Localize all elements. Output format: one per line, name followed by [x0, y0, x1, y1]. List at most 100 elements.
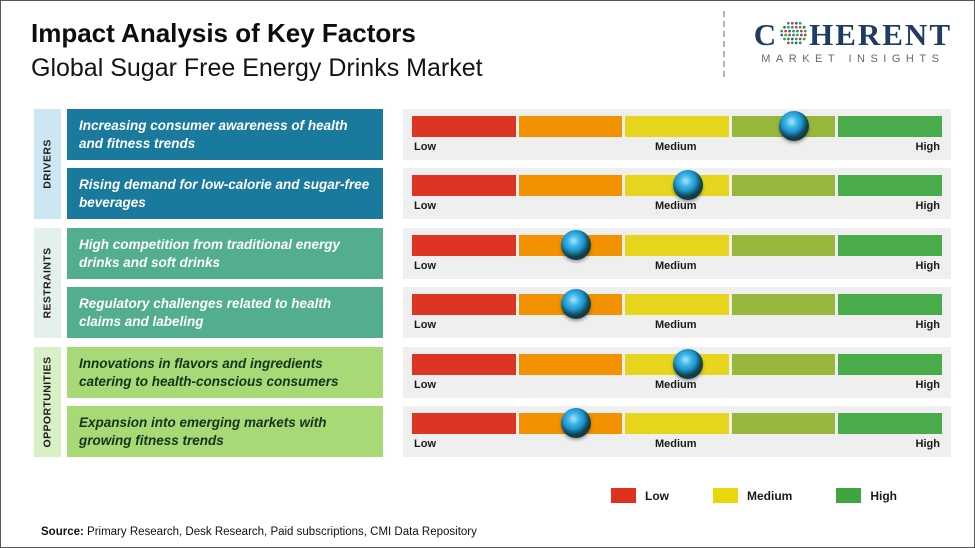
coherent-globe-icon: [780, 21, 807, 45]
group-opportunities: OPPORTUNITIES Innovations in flavors and…: [34, 347, 951, 457]
scale-panel: Low Medium High: [403, 406, 951, 457]
scale-segment: [412, 175, 516, 196]
scale-labels: Low Medium High: [412, 256, 942, 272]
factor-box: Rising demand for low-calorie and sugar-…: [67, 168, 383, 219]
impact-scale-bar: [412, 111, 942, 141]
scale-segment: [731, 354, 836, 375]
scale-label-medium: Medium: [654, 379, 697, 391]
factor-row: Rising demand for low-calorie and sugar-…: [67, 168, 951, 219]
factor-text: Increasing consumer awareness of health …: [79, 117, 348, 151]
scale-label-low: Low: [414, 141, 436, 153]
factor-row: Expansion into emerging markets with gro…: [67, 406, 951, 457]
scale-panel: Low Medium High: [403, 287, 951, 338]
scale-segment: [412, 294, 516, 315]
scale-segment: [412, 354, 516, 375]
scale-label-medium: Medium: [654, 438, 697, 450]
group-drivers: DRIVERS Increasing consumer awareness of…: [34, 109, 951, 219]
scale-label-medium: Medium: [654, 200, 697, 212]
scale-label-medium: Medium: [654, 319, 697, 331]
logo-letters-herent: HERENT: [809, 17, 952, 52]
impact-marker: [778, 111, 809, 141]
scale-label-low: Low: [414, 200, 436, 212]
impact-scale-bar: [412, 170, 942, 200]
group-label-text: DRIVERS: [41, 139, 54, 189]
scale-segment: [731, 235, 836, 256]
scale-segment: [838, 235, 942, 256]
scale-segment: [838, 354, 942, 375]
group-rows: Innovations in flavors and ingredients c…: [67, 347, 951, 457]
scale-segment: [838, 413, 942, 434]
scale-segment: [518, 116, 623, 137]
legend-item-low: Low: [610, 488, 669, 503]
scale-label-high: High: [915, 260, 940, 272]
impact-marker: [561, 408, 592, 438]
legend-item-medium: Medium: [712, 488, 792, 503]
factor-text: Innovations in flavors and ingredients c…: [79, 355, 339, 389]
page-subtitle: Global Sugar Free Energy Drinks Market: [31, 53, 483, 82]
scale-labels: Low Medium High: [412, 315, 942, 331]
factor-row: High competition from traditional energy…: [67, 228, 951, 279]
factor-box: Regulatory challenges related to health …: [67, 287, 383, 338]
scale-segment: [625, 413, 729, 434]
impact-scale-bar: [412, 230, 942, 260]
factor-box: Innovations in flavors and ingredients c…: [67, 347, 383, 398]
scale-segment: [838, 294, 942, 315]
scale-label-medium: Medium: [654, 260, 697, 272]
scale-label-high: High: [915, 141, 940, 153]
group-label-opportunities: OPPORTUNITIES: [34, 347, 61, 457]
scale-segment: [731, 175, 836, 196]
scale-segment: [518, 354, 623, 375]
scale-segment: [838, 175, 942, 196]
scale-labels: Low Medium High: [412, 434, 942, 450]
scale-panel: Low Medium High: [403, 109, 951, 160]
logo-wordmark: C HERENT: [754, 19, 952, 50]
header: Impact Analysis of Key Factors Global Su…: [31, 17, 483, 83]
legend-swatch-high: [836, 488, 862, 503]
scale-label-high: High: [915, 200, 940, 212]
legend: Low Medium High: [610, 488, 897, 503]
scale-segment: [731, 294, 836, 315]
group-label-text: OPPORTUNITIES: [41, 356, 54, 448]
group-restraints: RESTRAINTS High competition from traditi…: [34, 228, 951, 338]
source-label: Source:: [41, 526, 84, 538]
impact-marker: [561, 230, 592, 260]
logo-letter-c: C: [753, 17, 779, 52]
scale-label-low: Low: [414, 260, 436, 272]
group-rows: High competition from traditional energy…: [67, 228, 951, 338]
scale-panel: Low Medium High: [403, 168, 951, 219]
source-text: Primary Research, Desk Research, Paid su…: [83, 526, 477, 538]
scale-label-high: High: [915, 379, 940, 391]
impact-marker: [561, 289, 592, 319]
factor-text: Regulatory challenges related to health …: [79, 295, 332, 329]
scale-segment: [731, 413, 836, 434]
scale-panel: Low Medium High: [403, 228, 951, 279]
scale-labels: Low Medium High: [412, 137, 942, 153]
factor-box: High competition from traditional energy…: [67, 228, 383, 279]
scale-panel: Low Medium High: [403, 347, 951, 398]
scale-segment: [412, 235, 516, 256]
factor-row: Increasing consumer awareness of health …: [67, 109, 951, 160]
impact-analysis-chart: DRIVERS Increasing consumer awareness of…: [34, 109, 951, 466]
scale-segment: [625, 294, 729, 315]
legend-label-high: High: [870, 488, 897, 503]
scale-label-low: Low: [414, 319, 436, 331]
impact-scale-bar: [412, 408, 942, 438]
impact-marker: [672, 349, 703, 379]
factor-text: High competition from traditional energy…: [79, 236, 341, 270]
impact-scale-bar: [412, 289, 942, 319]
factor-text: Expansion into emerging markets with gro…: [79, 414, 327, 448]
scale-label-medium: Medium: [654, 141, 697, 153]
logo-tagline: MARKET INSIGHTS: [761, 53, 945, 65]
scale-label-high: High: [915, 438, 940, 450]
legend-swatch-medium: [712, 488, 738, 503]
legend-item-high: High: [836, 488, 897, 503]
factor-box: Increasing consumer awareness of health …: [67, 109, 383, 160]
page-title: Impact Analysis of Key Factors: [31, 18, 416, 48]
factor-box: Expansion into emerging markets with gro…: [67, 406, 383, 457]
scale-label-high: High: [915, 319, 940, 331]
scale-segment: [625, 235, 729, 256]
impact-marker: [672, 170, 703, 200]
factor-row: Regulatory challenges related to health …: [67, 287, 951, 338]
factor-row: Innovations in flavors and ingredients c…: [67, 347, 951, 398]
